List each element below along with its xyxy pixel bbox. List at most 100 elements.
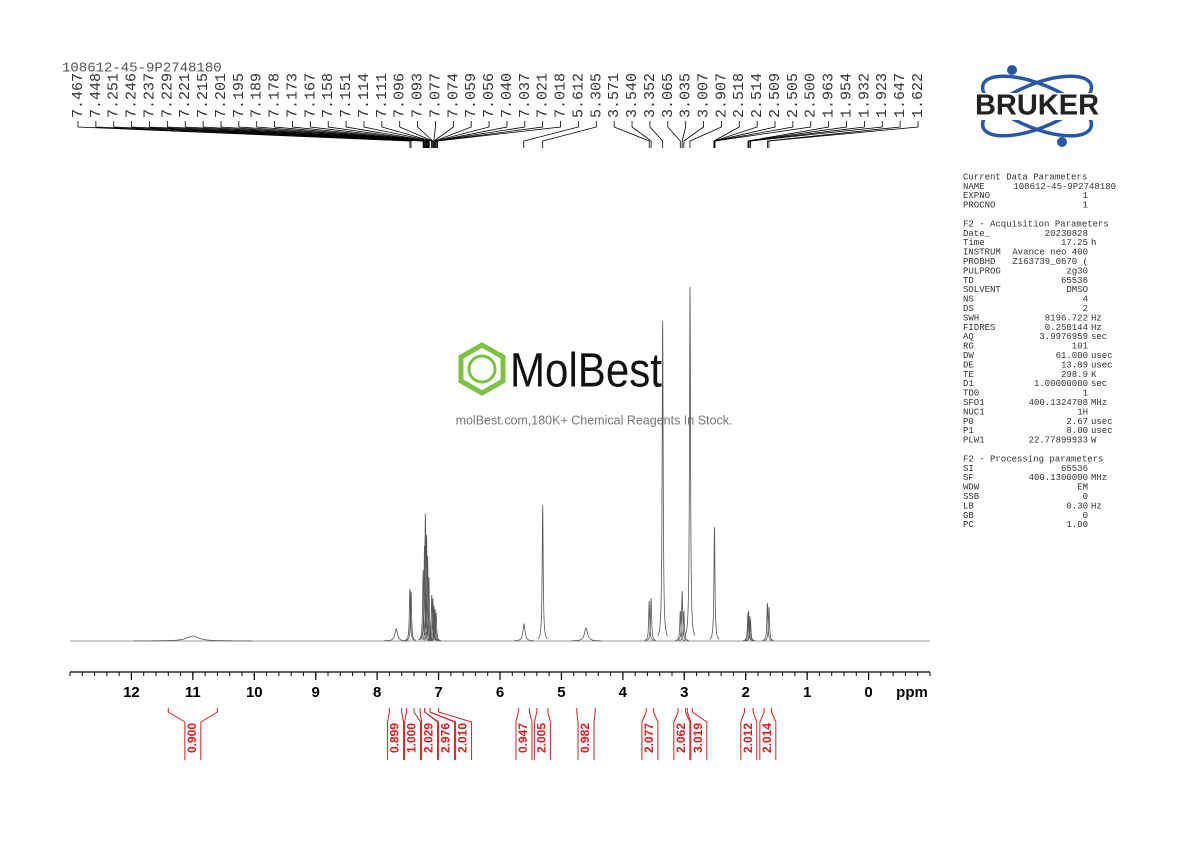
parameter-key: GB (963, 511, 974, 521)
parameter-value: EM (1077, 483, 1088, 493)
x-tick-label: 7 (434, 684, 442, 701)
integral-bracket (429, 708, 473, 760)
peak-label-leader (768, 121, 919, 148)
peak (571, 627, 601, 642)
integral-label: 2.062 (674, 723, 688, 753)
parameter-unit: W (1091, 436, 1097, 446)
parameter-value: 3.9976959 (1039, 332, 1088, 342)
parameter-key: INSTRUM (963, 248, 1001, 258)
parameter-unit: h (1091, 238, 1096, 248)
parameter-unit: Hz (1091, 323, 1102, 333)
peak (709, 526, 720, 640)
parameter-value: 65536 (1061, 464, 1088, 474)
peak-label-leader (435, 121, 526, 148)
parameter-value: 0 (1083, 511, 1088, 521)
integral-label: 3.019 (691, 723, 705, 753)
peak-label-leader (523, 121, 579, 148)
parameter-key: EXPNO (963, 191, 990, 201)
parameter-key: Time (963, 238, 985, 248)
peak-label: 7.215 (195, 73, 212, 118)
peak-label: 7.229 (159, 73, 176, 118)
parameter-key: NS (963, 295, 974, 305)
peak-label: 5.305 (588, 73, 605, 118)
parameter-unit: MHz (1091, 473, 1107, 483)
peak-label-leader (713, 121, 740, 148)
logo-dot (1007, 65, 1017, 75)
peak-label-leader (714, 121, 776, 148)
x-tick-label: 11 (185, 684, 201, 701)
integral-bracket (686, 708, 708, 760)
parameter-value: 101 (1072, 342, 1088, 352)
integral-bracket (167, 708, 218, 760)
peak-label: 7.059 (463, 73, 480, 118)
parameter-key: TD (963, 276, 974, 286)
parameter-value: 20230828 (1045, 229, 1088, 239)
parameter-value: Z163739_0670 ( (1012, 257, 1088, 267)
watermark-brand: MolBest (510, 345, 662, 398)
peak-label-leader (131, 121, 424, 148)
peak (764, 606, 774, 641)
parameter-value: 1H (1077, 407, 1088, 417)
parameter-value: 298.9 (1061, 370, 1088, 380)
parameter-key: SSB (963, 492, 980, 502)
parameter-unit: Hz (1091, 501, 1102, 511)
parameter-value: 1.00 (1066, 520, 1088, 530)
parameter-key: NUC1 (963, 407, 985, 417)
peak-label-leader (714, 121, 812, 148)
parameter-key: SWH (963, 313, 979, 323)
peak-label: 1.923 (874, 73, 891, 118)
parameter-value: 1 (1083, 389, 1088, 399)
peak-label: 2.509 (767, 73, 784, 118)
peak (431, 612, 441, 641)
parameter-unit: Hz (1091, 313, 1102, 323)
peak-label: 3.007 (696, 73, 713, 118)
peak-label-leader (433, 121, 454, 148)
peak-label: 1.932 (856, 73, 873, 118)
parameter-value: DMSO (1066, 285, 1088, 295)
peak (428, 605, 439, 641)
integral-bracket (740, 708, 758, 760)
parameter-unit: sec (1091, 332, 1107, 342)
x-axis-label: ppm (896, 684, 928, 701)
parameter-value: 1.00000000 (1034, 379, 1088, 389)
peak (677, 591, 688, 641)
x-tick-label: 0 (864, 684, 872, 701)
integral-label: 1.000 (405, 723, 419, 753)
peak-label: 3.571 (606, 73, 623, 118)
peak-label: 3.540 (624, 73, 641, 118)
peak (404, 588, 415, 641)
peak-label-leader (437, 121, 561, 148)
integral-bracket (673, 708, 691, 760)
peak-label-leader (77, 121, 411, 148)
integral-label: 2.010 (456, 723, 470, 753)
peak-label: 7.074 (445, 73, 462, 118)
parameter-value: 17.25 (1061, 238, 1088, 248)
peak-label: 7.021 (535, 73, 552, 118)
watermark-tagline: molBest.com,180K+ Chemical Reagents In S… (456, 413, 733, 427)
peak-label: 7.077 (427, 73, 444, 118)
peak-label: 7.237 (141, 73, 158, 118)
parameter-value: 13.89 (1061, 360, 1088, 370)
peak-label-leader (613, 121, 650, 148)
peak-label-leader (748, 121, 847, 148)
peak-label-leader (749, 121, 865, 148)
x-tick-label: 6 (496, 684, 504, 701)
peak (762, 603, 773, 641)
parameter-section-title: F2 - Processing parameters (963, 454, 1103, 464)
peak-label: 7.158 (320, 73, 337, 118)
peak-label-leader (327, 121, 430, 148)
peak-label-leader (649, 121, 664, 148)
x-tick-label: 5 (557, 684, 565, 701)
integral-bracket (387, 708, 405, 760)
parameter-section-title: Current Data Parameters (963, 172, 1087, 182)
peak-label: 7.114 (356, 73, 373, 118)
peak-label: 7.093 (410, 73, 427, 118)
parameter-key: PC (963, 520, 974, 530)
peak (678, 610, 689, 641)
integral-label: 0.947 (516, 723, 530, 753)
peak-label: 7.448 (88, 73, 105, 118)
integral-label: 2.029 (422, 723, 436, 753)
parameter-key: PLW1 (963, 436, 985, 446)
peak (743, 610, 754, 641)
